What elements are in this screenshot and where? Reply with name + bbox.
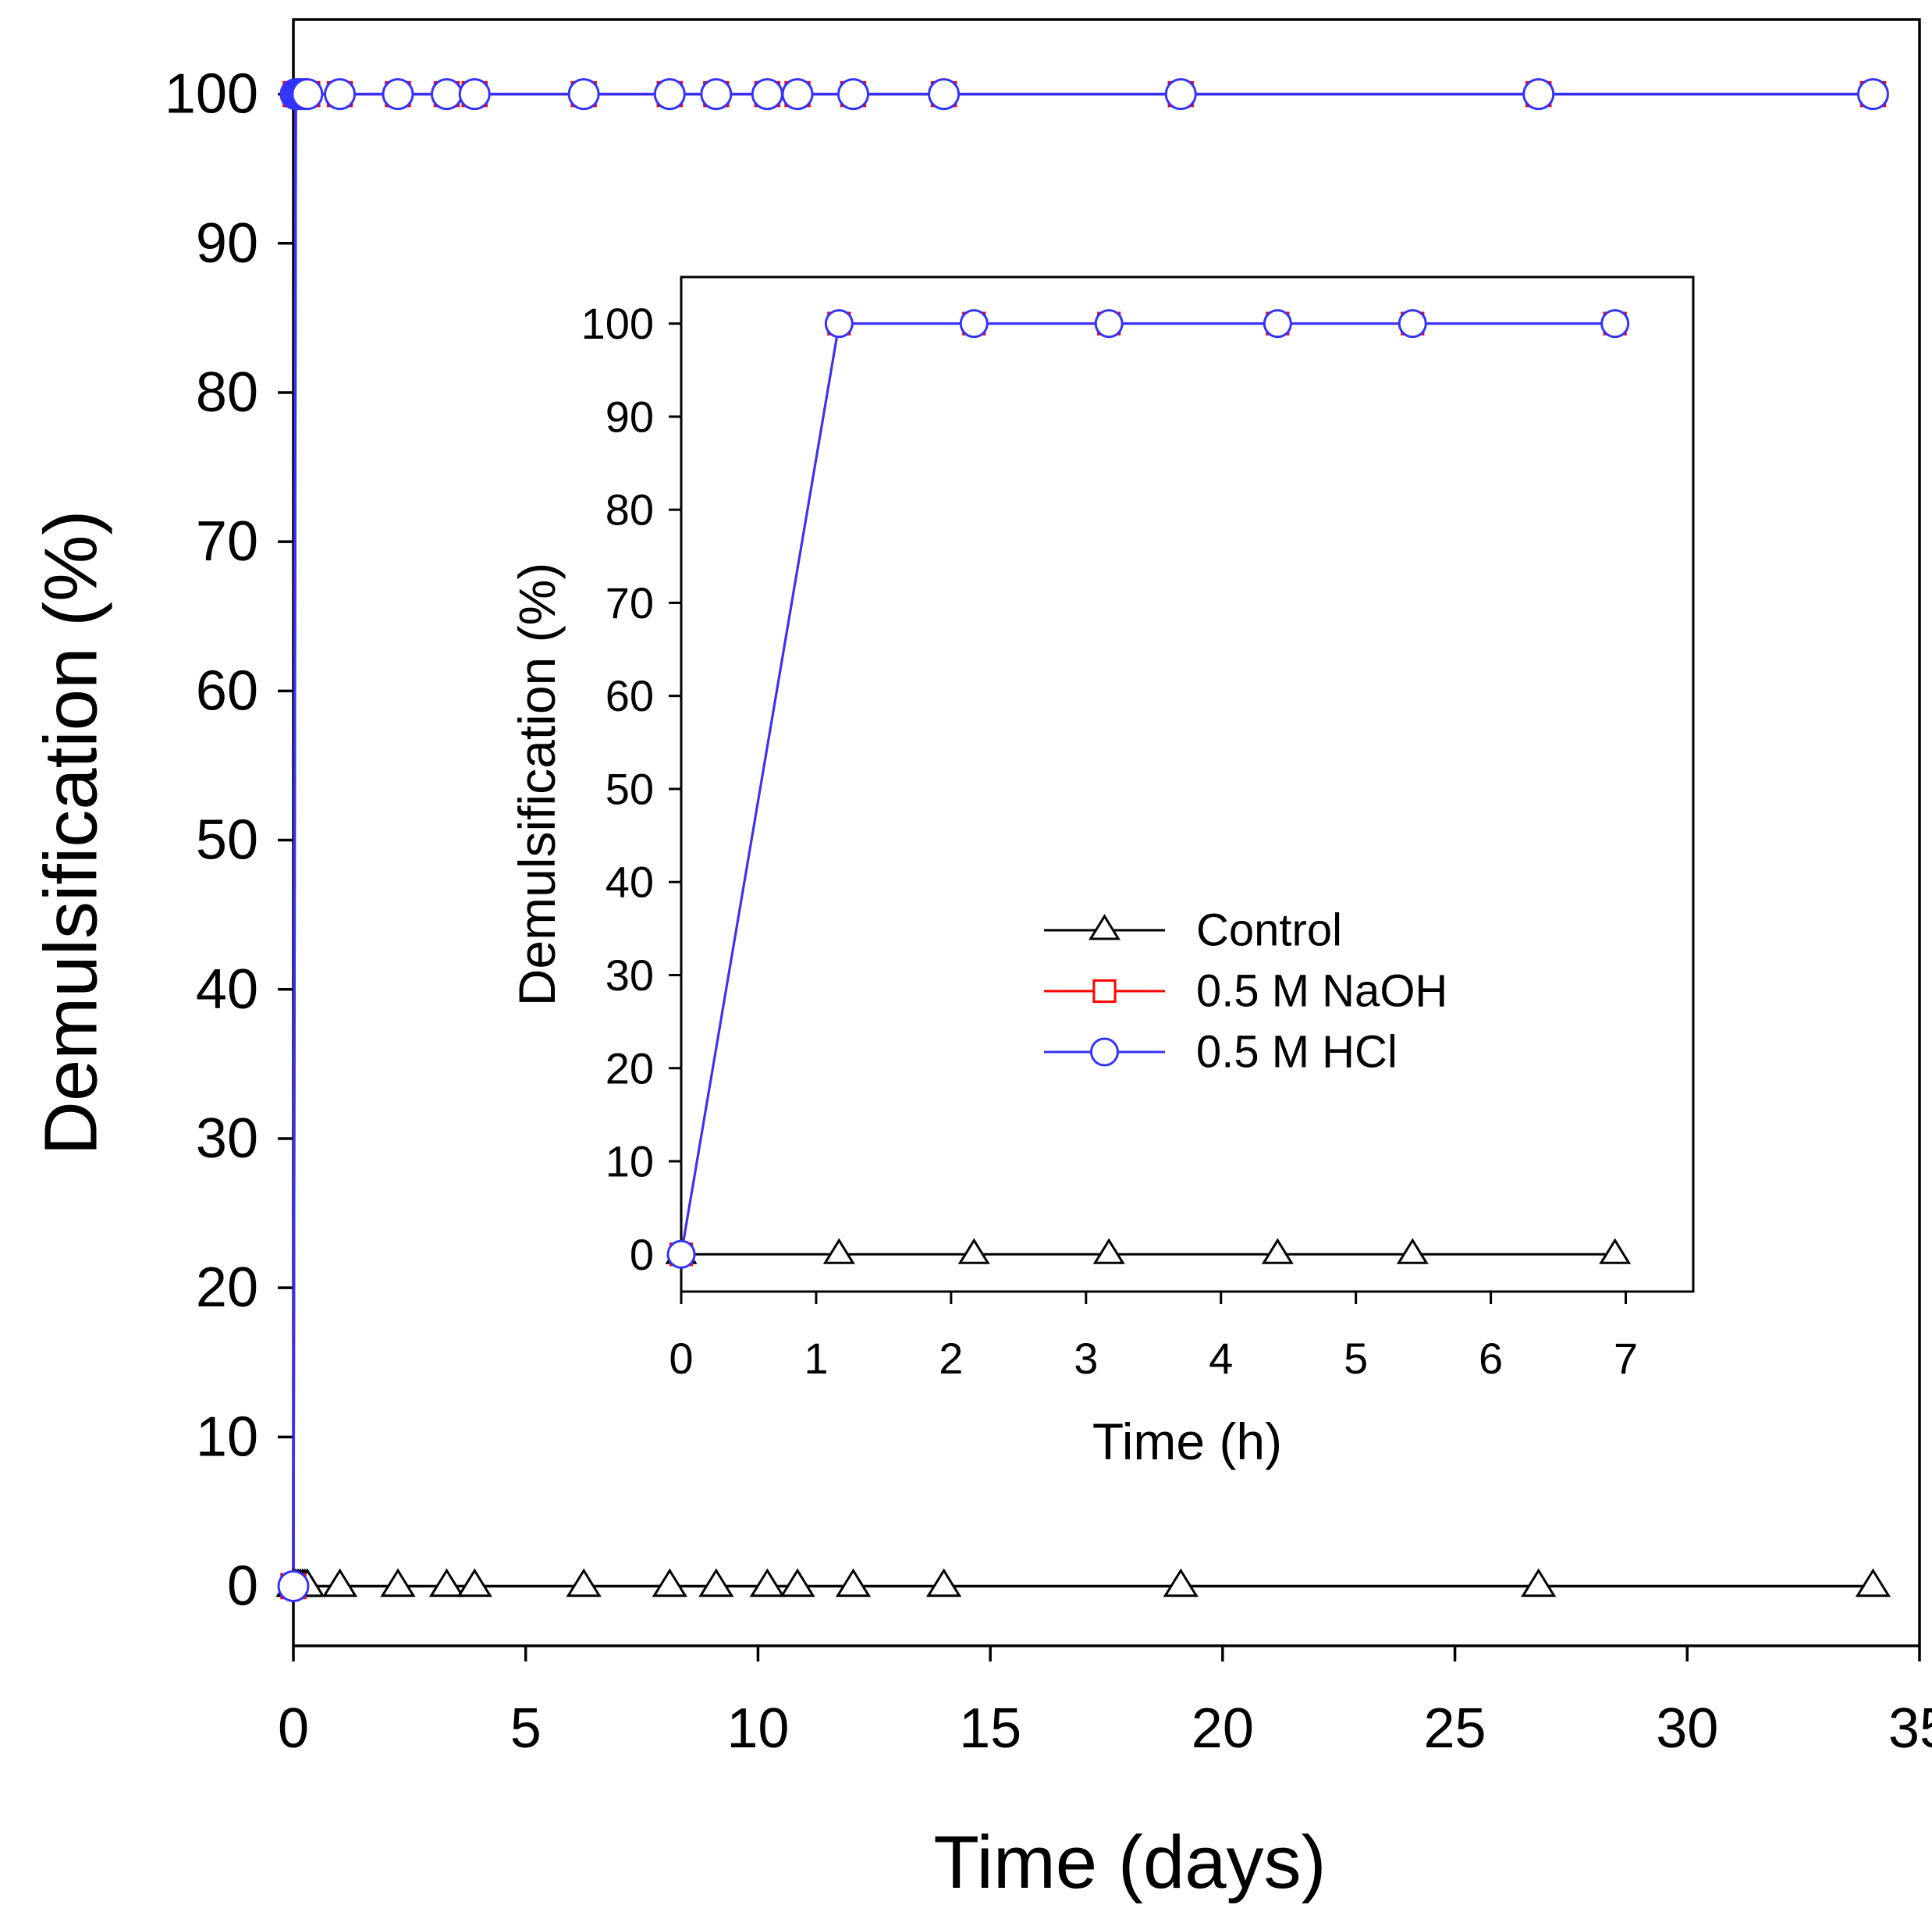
data-point-0-5-m-hcl	[567, 78, 600, 111]
data-point-0-5-m-hcl	[928, 78, 961, 111]
y-tick-label: 50	[196, 809, 258, 872]
data-point-control	[835, 1568, 872, 1597]
y-tick-label: 70	[196, 510, 258, 573]
inset-x-tick-label: 3	[1074, 1334, 1098, 1383]
inset-y-tick-label: 60	[606, 671, 654, 720]
inset-y-tick-label: 90	[606, 392, 654, 441]
data-point-0-5-m-hcl	[324, 78, 357, 111]
data-point-0-5-m-hcl	[458, 78, 491, 111]
inset-legend-label-control: Control	[1196, 905, 1342, 956]
y-tick-label: 20	[196, 1256, 258, 1319]
inset-data-point-control	[1261, 1238, 1294, 1264]
inset-data-point-0-5-m-hcl	[1600, 309, 1630, 339]
y-tick-label: 100	[165, 63, 258, 126]
inset-y-tick-label: 40	[606, 858, 654, 907]
data-point-control	[780, 1568, 815, 1597]
data-point-control	[1163, 1568, 1199, 1597]
data-point-0-5-m-hcl	[291, 78, 324, 111]
inset-y-tick-label: 70	[606, 578, 654, 627]
inset-plot-frame	[680, 275, 1695, 1293]
x-tick-label: 20	[1192, 1697, 1254, 1760]
data-point-0-5-m-hcl	[781, 78, 814, 111]
data-point-0-5-m-hcl	[751, 78, 783, 111]
x-tick-label: 35	[1888, 1697, 1932, 1760]
data-point-control	[1521, 1568, 1557, 1597]
data-point-control	[652, 1568, 687, 1597]
inset-x-tick-label: 1	[804, 1334, 828, 1383]
inset-x-tick-label: 7	[1614, 1334, 1638, 1383]
y-tick-label: 40	[196, 958, 258, 1021]
inset-data-point-0-5-m-hcl	[1094, 309, 1124, 339]
inset-y-tick-label: 0	[630, 1230, 654, 1279]
data-point-0-5-m-hcl	[1856, 78, 1889, 111]
y-tick-label: 30	[196, 1107, 258, 1170]
y-tick-label: 60	[196, 659, 258, 722]
inset-x-axis-title: Time (h)	[1092, 1413, 1282, 1470]
inset-data-point-control	[1092, 1238, 1125, 1264]
inset-x-tick-label: 6	[1479, 1334, 1503, 1383]
data-point-0-5-m-hcl	[430, 78, 463, 111]
x-tick-label: 5	[510, 1697, 542, 1760]
inset-data-point-control	[1396, 1238, 1429, 1264]
data-point-control	[566, 1568, 602, 1597]
data-point-0-5-m-hcl	[382, 78, 414, 111]
data-point-control	[749, 1568, 785, 1597]
inset-x-tick-label: 4	[1209, 1334, 1233, 1383]
y-tick-label: 0	[227, 1555, 258, 1618]
inset-legend-marker-0-5-m-naoh	[1092, 979, 1117, 1004]
inset-data-point-0-5-m-hcl	[666, 1239, 696, 1269]
inset-y-tick-label: 100	[581, 299, 654, 348]
inset-data-point-0-5-m-hcl	[1263, 309, 1292, 339]
inset-legend-marker-control	[1088, 914, 1121, 940]
inset-data-point-control	[822, 1238, 855, 1264]
inset-legend-label-0-5-m-naoh: 0.5 M NaOH	[1196, 966, 1447, 1017]
inset-legend-marker-0-5-m-hcl	[1090, 1037, 1119, 1067]
inset-y-axis-title: Demulsification (%)	[508, 563, 566, 1006]
y-tick-label: 80	[196, 361, 258, 424]
x-tick-label: 0	[278, 1697, 309, 1760]
data-point-control	[1855, 1568, 1891, 1597]
x-tick-label: 10	[726, 1697, 789, 1760]
inset-data-point-control	[1599, 1238, 1632, 1264]
inset-data-point-0-5-m-hcl	[824, 309, 854, 339]
data-point-control	[321, 1568, 358, 1597]
x-tick-label: 25	[1424, 1697, 1486, 1760]
data-point-control	[925, 1568, 962, 1597]
data-point-0-5-m-hcl	[653, 78, 686, 111]
data-point-0-5-m-hcl	[700, 78, 733, 111]
data-point-0-5-m-hcl	[836, 78, 869, 111]
inset-data-point-0-5-m-hcl	[959, 309, 989, 339]
data-point-control	[456, 1568, 492, 1597]
y-axis-title: Demulsification (%)	[30, 510, 113, 1156]
data-point-0-5-m-hcl	[1522, 78, 1555, 111]
inset-y-tick-label: 20	[606, 1043, 654, 1093]
inset-data-point-control	[957, 1238, 990, 1264]
x-tick-label: 15	[959, 1697, 1021, 1760]
data-point-0-5-m-hcl	[1164, 78, 1197, 111]
inset-y-tick-label: 50	[606, 764, 654, 813]
x-tick-label: 30	[1656, 1697, 1718, 1760]
inset-legend-label-0-5-m-hcl: 0.5 M HCl	[1196, 1027, 1398, 1078]
y-tick-label: 90	[196, 212, 258, 275]
inset-data-point-0-5-m-hcl	[1398, 309, 1427, 339]
inset-y-tick-label: 10	[606, 1137, 654, 1186]
data-point-control	[698, 1568, 734, 1597]
inset-x-tick-label: 5	[1344, 1334, 1368, 1383]
data-point-0-5-m-hcl	[277, 1570, 310, 1603]
inset-x-tick-label: 0	[669, 1334, 693, 1383]
x-axis-title: Time (days)	[933, 1821, 1326, 1904]
data-point-control	[428, 1568, 465, 1597]
inset-x-tick-label: 2	[939, 1334, 963, 1383]
inset-y-tick-label: 30	[606, 951, 654, 1000]
data-point-control	[380, 1568, 416, 1597]
y-tick-label: 10	[196, 1405, 258, 1468]
inset-y-tick-label: 80	[606, 485, 654, 535]
